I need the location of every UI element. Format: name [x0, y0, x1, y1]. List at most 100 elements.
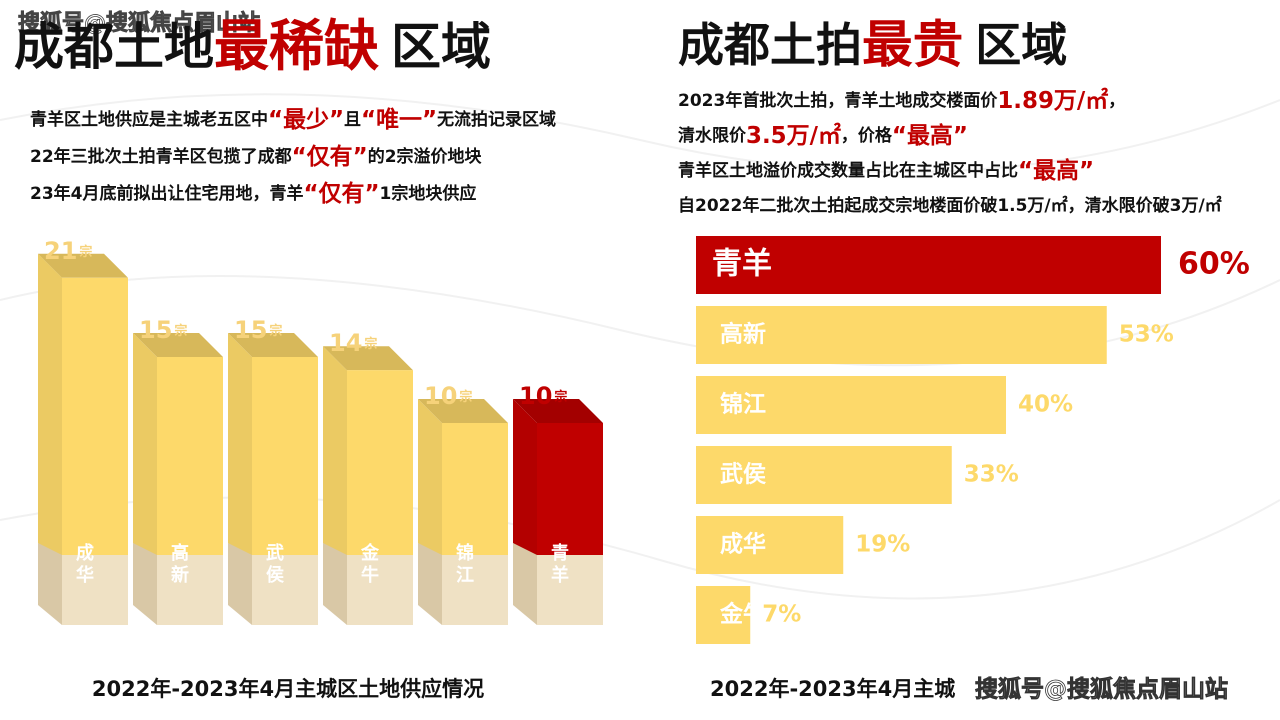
title-part: 最稀缺	[214, 14, 379, 78]
bar	[696, 516, 844, 574]
value: 15	[139, 316, 172, 344]
unit: 宗	[459, 389, 472, 405]
bar-top	[228, 333, 318, 357]
title-part: 区域	[975, 18, 1067, 72]
annotation: 清水限价3.5万/㎡，价格“最高”	[678, 122, 968, 149]
annotation-part: 1宗地块供应	[380, 183, 477, 204]
annotation-part: “仅有”	[292, 143, 368, 170]
annotation: 青羊区土地溢价成交数量占比在主城区中占比“最高”	[678, 157, 1094, 184]
x-tick-label: 武侯	[263, 543, 284, 587]
value: 10	[424, 382, 457, 410]
annotation-part: 青羊区土地溢价成交数量占比在主城区中占比	[678, 160, 1018, 181]
bar-top	[323, 346, 413, 371]
annotation-part: 22年三批次土拍青羊区包揽了成都	[30, 146, 292, 167]
value: 21	[44, 237, 77, 265]
unit: 宗	[79, 243, 92, 259]
bar	[537, 423, 603, 555]
bar-top	[513, 399, 603, 423]
base	[537, 555, 603, 625]
category-label: 青羊	[548, 543, 569, 587]
annotation: 青羊区土地供应是主城老五区中“最少”且“唯一”无流拍记录区域	[30, 107, 556, 133]
bar	[696, 586, 751, 644]
bar-side	[38, 253, 62, 568]
base-side	[418, 543, 442, 625]
unit: 宗	[174, 323, 187, 339]
value-label: 15 宗	[234, 316, 282, 344]
value-label: 60%	[1178, 247, 1250, 282]
bar	[696, 376, 1006, 434]
annotation-part: 无流拍记录区域	[436, 109, 556, 130]
annotation-part: 且	[344, 110, 361, 130]
value-label: 21 宗	[44, 237, 92, 265]
category-label: 成华	[720, 531, 766, 558]
annotation-part: 青羊区土地供应是主城老五区中	[30, 109, 268, 130]
unit: 宗	[269, 323, 282, 339]
x-tick-label: 锦江	[453, 542, 474, 587]
base-side	[513, 543, 537, 625]
bar	[252, 357, 318, 555]
title-part: 成都土拍	[678, 18, 862, 72]
base	[62, 555, 128, 625]
category-label: 高新	[720, 321, 766, 348]
value-label: 10 宗	[424, 382, 472, 410]
category-label: 青羊	[712, 247, 772, 282]
category-label: 锦江	[453, 542, 474, 587]
bar-top	[38, 253, 128, 278]
base-side	[228, 543, 252, 625]
annotation-part: “最高”	[1018, 157, 1094, 184]
caption: 2022年-2023年4月主城区土地供应情况	[92, 677, 484, 701]
bar-side	[513, 399, 537, 567]
value-label: 40%	[1018, 392, 1073, 418]
category-label: 金牛	[719, 601, 766, 628]
value: 14	[329, 329, 362, 357]
value: 10	[519, 382, 552, 410]
base	[157, 555, 223, 625]
title-part: 成都土地	[14, 18, 214, 76]
category-label: 武侯	[263, 543, 284, 587]
value-label: 33%	[964, 462, 1019, 488]
bar-side	[323, 346, 347, 567]
value-label: 7%	[762, 602, 801, 628]
base-side	[38, 543, 62, 625]
base-side	[323, 543, 347, 625]
annotation-part: 3.5万/㎡	[746, 122, 841, 149]
bar-top	[133, 333, 223, 357]
title-part: 最贵	[862, 15, 963, 74]
annotation-part: 的2宗溢价地块	[368, 146, 483, 167]
chart-title: 成都土拍最贵 区域	[678, 15, 1067, 74]
annotation-part: “最高”	[892, 122, 968, 149]
annotation-part: ，价格	[841, 125, 893, 146]
caption: 2022年-2023年4月主城	[710, 677, 955, 701]
value-label: 19%	[855, 532, 910, 558]
unit: 宗	[554, 389, 567, 405]
bar	[442, 423, 508, 555]
base	[347, 555, 413, 625]
annotation-part: 1.89万/㎡	[997, 87, 1108, 114]
category-label: 锦江	[720, 391, 766, 418]
bar-side	[228, 333, 252, 567]
bar-side	[133, 333, 157, 567]
bar	[696, 236, 1161, 294]
annotation-part: ，	[1108, 91, 1125, 111]
annotation-part: “仅有”	[304, 180, 380, 207]
x-tick-label: 成华	[73, 542, 94, 587]
annotation-part: 23年4月底前拟出让住宅用地，青羊	[30, 183, 304, 204]
unit: 宗	[364, 336, 377, 352]
base-side	[133, 543, 157, 625]
bar	[62, 277, 128, 555]
annotation-part: “唯一”	[361, 107, 437, 133]
annotation-part: “最少”	[268, 107, 344, 133]
category-label: 成华	[73, 542, 94, 587]
watermark: 搜狐号@搜狐焦点眉山站	[18, 10, 260, 36]
value-label: 14 宗	[329, 329, 377, 357]
annotation: 自2022年二批次土拍起成交宗地楼面价破1.5万/㎡，清水限价破3万/㎡	[678, 195, 1222, 216]
annotation: 2023年首批次土拍，青羊土地成交楼面价1.89万/㎡，	[678, 87, 1125, 114]
bar	[696, 446, 952, 504]
watermark: 搜狐号@搜狐焦点眉山站	[975, 676, 1228, 703]
category-label: 金牛	[358, 542, 380, 587]
annotation: 22年三批次土拍青羊区包揽了成都“仅有”的2宗溢价地块	[30, 143, 483, 170]
bar	[696, 306, 1107, 364]
x-tick-label: 青羊	[548, 543, 569, 587]
annotation-part: 自2022年二批次土拍起成交宗地楼面价破1.5万/㎡，清水限价破3万/㎡	[678, 195, 1222, 216]
